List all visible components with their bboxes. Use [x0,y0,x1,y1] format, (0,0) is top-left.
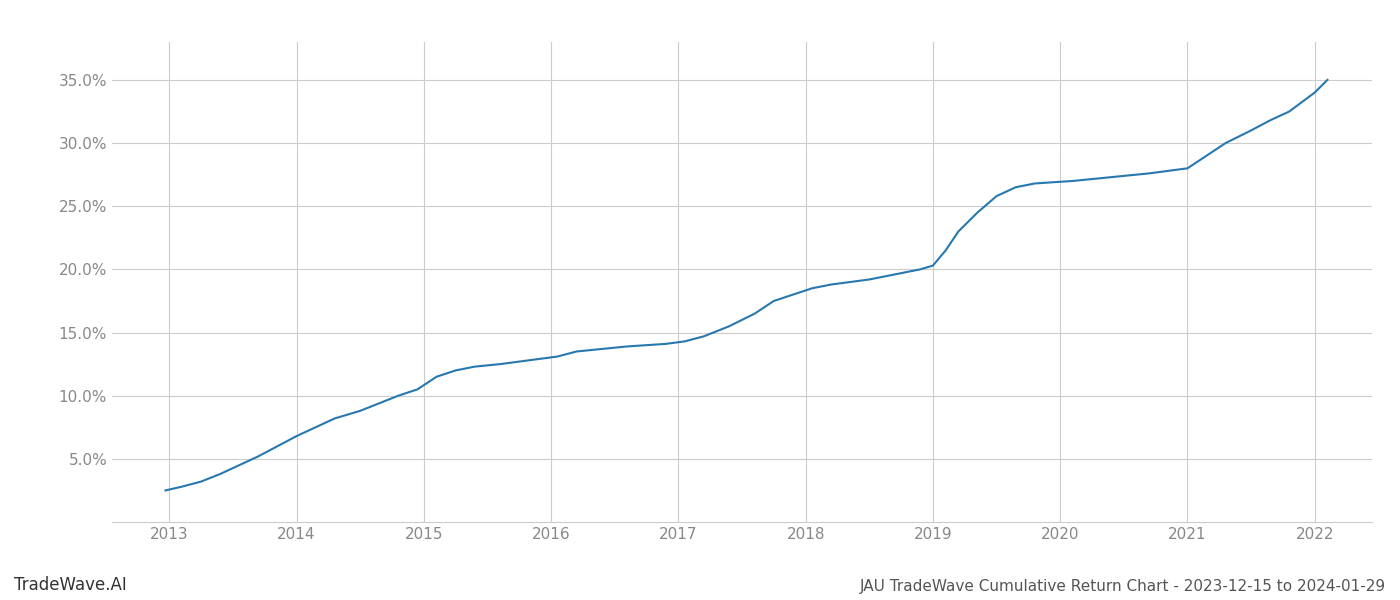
Text: TradeWave.AI: TradeWave.AI [14,576,127,594]
Text: JAU TradeWave Cumulative Return Chart - 2023-12-15 to 2024-01-29: JAU TradeWave Cumulative Return Chart - … [860,579,1386,594]
